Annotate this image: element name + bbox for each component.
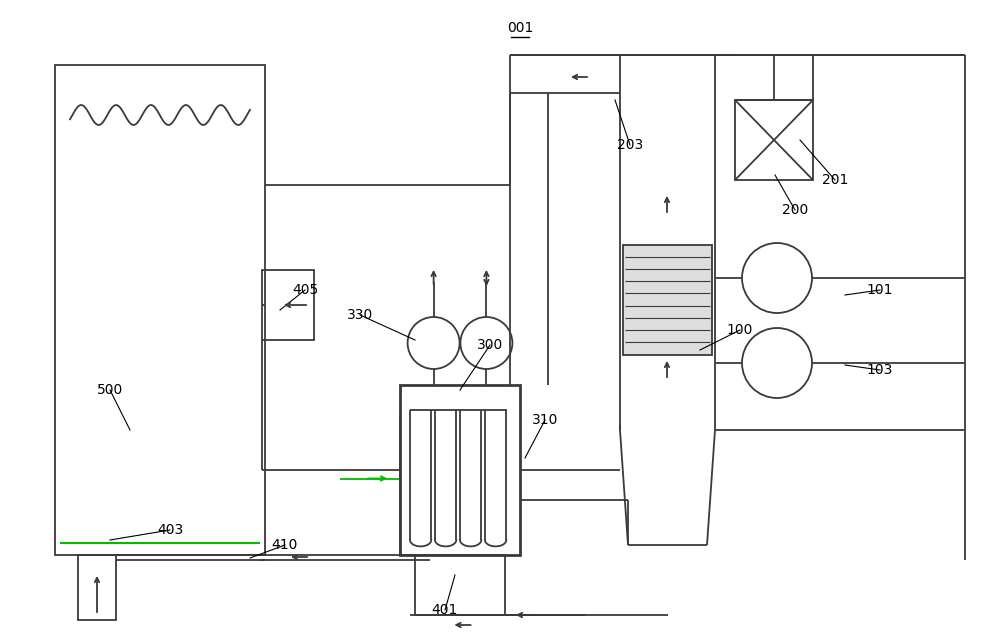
Bar	[78, 555, 116, 620]
Text: 310: 310	[532, 413, 558, 427]
Text: 201: 201	[822, 173, 848, 187]
Text: 101: 101	[867, 283, 893, 297]
Text: 200: 200	[782, 203, 808, 217]
Text: 103: 103	[867, 363, 893, 377]
Text: 300: 300	[477, 338, 503, 352]
Text: 500: 500	[97, 383, 123, 397]
Text: 410: 410	[272, 538, 298, 552]
Text: 203: 203	[617, 138, 643, 152]
Bar	[415, 555, 505, 615]
Text: 330: 330	[347, 308, 373, 322]
Bar	[55, 65, 265, 555]
Text: 405: 405	[292, 283, 318, 297]
Text: 100: 100	[727, 323, 753, 337]
Text: 401: 401	[432, 603, 458, 617]
Bar	[735, 100, 813, 180]
Bar	[400, 385, 520, 555]
Text: 001: 001	[507, 21, 533, 35]
Bar	[623, 245, 712, 355]
Bar	[262, 270, 314, 340]
Text: 403: 403	[157, 523, 183, 537]
